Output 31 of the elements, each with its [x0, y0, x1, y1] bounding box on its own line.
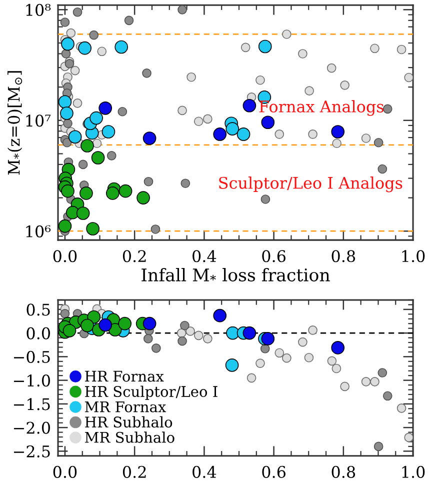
x-tick-label: 1.0: [402, 250, 425, 262]
y-tick-label: 10⁶: [26, 225, 51, 238]
y-tick-label: 0.5: [26, 304, 50, 316]
legend-label: HR Subhalo: [85, 416, 172, 428]
legend-label: MR Subhalo: [84, 432, 174, 443]
x-tick-label: 0.8: [332, 250, 356, 262]
x-tick-label: 0.0: [53, 250, 77, 262]
x-tick-label: 0.6: [262, 250, 286, 262]
legend-label: HR Fornax: [85, 370, 164, 382]
legend-label: MR Fornax: [84, 401, 166, 412]
y-tick-label: −2.5: [14, 445, 50, 458]
x-axis-title: Infall M$_{*}$ loss fraction: [142, 268, 330, 282]
x-tick-label: 0.4: [192, 250, 216, 262]
x-tick-label: 0.8: [332, 466, 356, 478]
x-tick-label: 1.0: [402, 466, 425, 478]
y-tick-label: −0.5: [14, 350, 50, 363]
y-axis-title: M$_{*}$(z=0)[M$_{⊙}$]: [7, 71, 22, 175]
annotation: Sculptor/Leo I Analogs: [219, 176, 402, 192]
x-tick-label: 0.0: [53, 466, 77, 478]
x-tick-label: 0.6: [262, 466, 286, 478]
x-tick-label: 0.2: [122, 250, 146, 262]
x-tick-label: 0.2: [122, 466, 146, 478]
y-tick-label: 10⁷: [26, 114, 51, 127]
y-tick-label: −2.0: [14, 422, 50, 434]
y-tick-label: 10⁸: [26, 4, 51, 16]
y-tick-label: 0.0: [26, 327, 50, 340]
x-tick-label: 0.4: [192, 466, 216, 478]
y-tick-label: −1.5: [14, 398, 50, 410]
annotation: Fornax Analogs: [259, 100, 384, 116]
y-tick-label: −1.0: [14, 374, 50, 387]
legend-label: HR Sculptor/Leo I: [85, 386, 218, 400]
